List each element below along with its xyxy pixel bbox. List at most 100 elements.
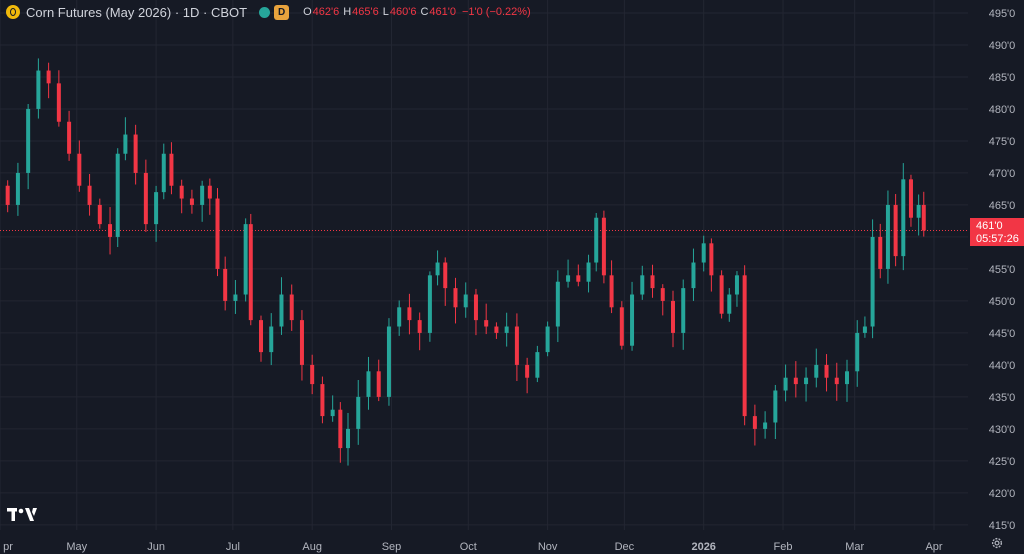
- price-tick-label: 420'0: [989, 488, 1016, 500]
- candle-body: [701, 243, 706, 263]
- candle-body: [15, 172, 20, 205]
- candle-body: [215, 198, 220, 269]
- delayed-badge[interactable]: D: [274, 4, 290, 20]
- candle-body: [5, 185, 10, 205]
- candle-body: [338, 409, 343, 449]
- candle-body: [670, 300, 675, 333]
- candle-body: [844, 371, 849, 385]
- candle-body: [67, 121, 72, 154]
- candle-body: [330, 409, 335, 417]
- candle-body: [417, 320, 422, 333]
- candle-body: [783, 377, 788, 391]
- candle-body: [376, 371, 381, 397]
- candle-body: [26, 108, 31, 173]
- candle-body: [259, 320, 264, 353]
- change-value: −1'0 (−0.22%): [461, 6, 531, 18]
- candle-body: [443, 262, 448, 289]
- price-tick-label: 445'0: [989, 328, 1016, 340]
- candle-body: [824, 364, 829, 378]
- time-tick-label: Mar: [845, 541, 864, 553]
- candle-body: [494, 326, 499, 333]
- time-axis[interactable]: pr May Jun Jul Aug Sep Oct Nov Dec 2026 Feb Mar Apr: [3, 541, 943, 553]
- candle-body: [630, 294, 635, 346]
- coin-icon: [6, 5, 20, 19]
- candle-body: [814, 364, 819, 378]
- time-tick-label: Feb: [774, 541, 793, 553]
- candle-body: [804, 377, 809, 385]
- price-tick-label: 455'0: [989, 264, 1016, 276]
- candle-body: [862, 326, 867, 333]
- candle-body: [619, 307, 624, 346]
- price-tick-label: 475'0: [989, 136, 1016, 148]
- candle-body: [463, 294, 468, 308]
- candle-body: [793, 377, 798, 385]
- price-tick-label: 425'0: [989, 456, 1016, 468]
- candle-body: [123, 134, 128, 154]
- candle-body: [46, 70, 51, 84]
- gear-icon[interactable]: [990, 536, 1004, 550]
- candle-body: [200, 185, 205, 205]
- candle-body: [586, 262, 591, 282]
- price-tick-label: 435'0: [989, 392, 1016, 404]
- price-tick-label: 440'0: [989, 360, 1016, 372]
- candle-body: [248, 224, 253, 321]
- time-tick-label: Jul: [226, 541, 240, 553]
- candle-body: [56, 83, 61, 122]
- symbol-legend[interactable]: Corn Futures (May 2026) · 1D · CBOT D O 4…: [6, 4, 531, 20]
- price-tick-label: 450'0: [989, 296, 1016, 308]
- candle-body: [161, 153, 166, 193]
- time-tick-label: Jun: [147, 541, 165, 553]
- candle-body: [133, 134, 138, 173]
- candle-body: [901, 179, 906, 257]
- time-tick-label: Apr: [925, 541, 942, 553]
- price-tick-label: 480'0: [989, 104, 1016, 116]
- price-axis[interactable]: 495'0490'0485'0480'0475'0470'0465'0460'0…: [989, 8, 1016, 532]
- candle-body: [223, 268, 228, 301]
- candle-body: [320, 384, 325, 417]
- candle-body: [189, 198, 194, 205]
- candle-body: [878, 236, 883, 269]
- candle-body: [601, 217, 606, 276]
- close-label: C: [420, 6, 429, 18]
- low-label: L: [382, 6, 389, 18]
- candle-body: [742, 275, 747, 417]
- low-value: 460'6: [389, 6, 417, 18]
- candlestick-series: [5, 58, 926, 466]
- candle-body: [566, 275, 571, 282]
- candle-body: [435, 262, 440, 276]
- candle-body: [870, 236, 875, 327]
- candle-body: [650, 275, 655, 289]
- price-tick-label: 485'0: [989, 72, 1016, 84]
- candle-body: [289, 294, 294, 321]
- bar-countdown: 05:57:26: [976, 233, 1019, 245]
- symbol-title[interactable]: Corn Futures (May 2026) · 1D · CBOT: [26, 4, 248, 20]
- candle-body: [143, 172, 148, 225]
- candle-body: [594, 217, 599, 263]
- candle-body: [407, 307, 412, 321]
- candle-body: [386, 326, 391, 397]
- candle-body: [169, 153, 174, 186]
- time-tick-label: 2026: [691, 541, 715, 553]
- candle-body: [535, 352, 540, 378]
- price-tick-label: 490'0: [989, 40, 1016, 52]
- candle-body: [484, 320, 489, 327]
- price-tick-label: 495'0: [989, 8, 1016, 20]
- open-label: O: [303, 6, 312, 18]
- candle-body: [691, 262, 696, 289]
- candle-body: [97, 204, 102, 225]
- candle-body: [269, 326, 274, 353]
- tradingview-logo-icon[interactable]: [7, 506, 37, 522]
- candle-body: [514, 326, 519, 365]
- time-tick-label: pr: [3, 541, 13, 553]
- candle-body: [752, 416, 757, 429]
- candle-body: [504, 326, 509, 333]
- time-tick-label: Oct: [460, 541, 477, 553]
- candle-body: [453, 288, 458, 308]
- candle-body: [397, 307, 402, 327]
- candle-body: [545, 326, 550, 353]
- candle-body: [179, 185, 184, 199]
- candle-body: [77, 153, 82, 186]
- candle-body: [36, 70, 41, 109]
- time-tick-label: Nov: [538, 541, 558, 553]
